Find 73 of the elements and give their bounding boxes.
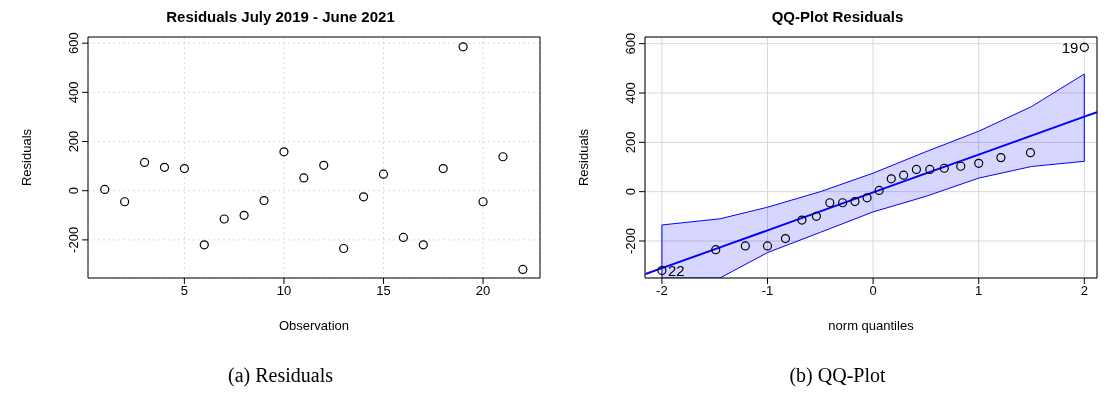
- point: [518, 264, 528, 274]
- text: (b) QQ-Plot: [788, 364, 887, 387]
- point: [159, 162, 170, 172]
- point: [899, 170, 909, 180]
- y-tick-label: 600: [66, 32, 81, 54]
- point: [797, 215, 807, 225]
- point: [740, 241, 750, 251]
- point: [199, 240, 209, 250]
- y-tick-label: 400: [623, 82, 638, 104]
- point: [762, 241, 773, 251]
- annotation: 22: [667, 261, 685, 279]
- annotation: 19: [1061, 38, 1079, 56]
- y-tick-label: 600: [623, 32, 638, 55]
- point: [239, 210, 249, 220]
- x-tick-label: 2: [1080, 283, 1088, 299]
- point: [100, 184, 110, 195]
- y-tick-label: -200: [623, 227, 638, 255]
- y-tick-label: 200: [623, 131, 638, 154]
- point: [911, 164, 922, 175]
- x-tick-label: 0: [869, 283, 877, 299]
- point: [996, 153, 1006, 163]
- point: [939, 163, 949, 173]
- point: [120, 197, 130, 207]
- point: [418, 240, 428, 250]
- text: (a) Residuals: [227, 364, 334, 387]
- point: [299, 173, 309, 183]
- point: [139, 157, 150, 168]
- x-tick-label: 10: [276, 283, 292, 299]
- point: [219, 214, 229, 224]
- y-tick-label: 0: [623, 188, 638, 196]
- point: [711, 245, 721, 255]
- y-tick-label: 200: [66, 130, 81, 153]
- point: [498, 152, 508, 162]
- x-tick-label: 5: [180, 283, 188, 299]
- x-tick-label: -2: [656, 283, 668, 299]
- x-axis-title: norm quantiles: [828, 318, 915, 333]
- point: [780, 233, 791, 244]
- point: [378, 169, 389, 179]
- point: [478, 197, 488, 207]
- point: [1025, 148, 1036, 158]
- point: [811, 211, 821, 221]
- x-tick-label: 20: [475, 283, 491, 299]
- point: [339, 243, 349, 254]
- x-tick-label: 1: [975, 283, 983, 299]
- y-tick-label: 400: [66, 81, 81, 104]
- point: [837, 198, 848, 208]
- point: [438, 163, 448, 174]
- y-tick-label: 0: [66, 187, 81, 195]
- point: [319, 160, 329, 170]
- point: [956, 161, 966, 171]
- point: [259, 195, 269, 206]
- point: [925, 164, 935, 175]
- point: [862, 193, 872, 203]
- point: [825, 198, 835, 208]
- y-axis-title: Residuals: [18, 128, 34, 187]
- point: [279, 147, 289, 157]
- point: [1079, 42, 1089, 52]
- chart-title: Residuals July 2019 - June 2021: [165, 8, 396, 27]
- point: [657, 266, 667, 276]
- x-tick-label: 15: [376, 283, 391, 299]
- y-tick-label: -200: [66, 226, 81, 253]
- point: [886, 174, 896, 184]
- point: [358, 192, 369, 202]
- point: [458, 42, 468, 52]
- point: [179, 163, 189, 174]
- point: [874, 185, 884, 196]
- y-axis-title: Residuals: [575, 128, 591, 187]
- chart-title: QQ-Plot Residuals: [770, 8, 905, 27]
- point: [974, 158, 984, 168]
- point: [398, 232, 408, 243]
- point: [850, 196, 860, 207]
- x-axis-title: Observation: [278, 318, 350, 333]
- x-tick-label: -1: [761, 283, 774, 299]
